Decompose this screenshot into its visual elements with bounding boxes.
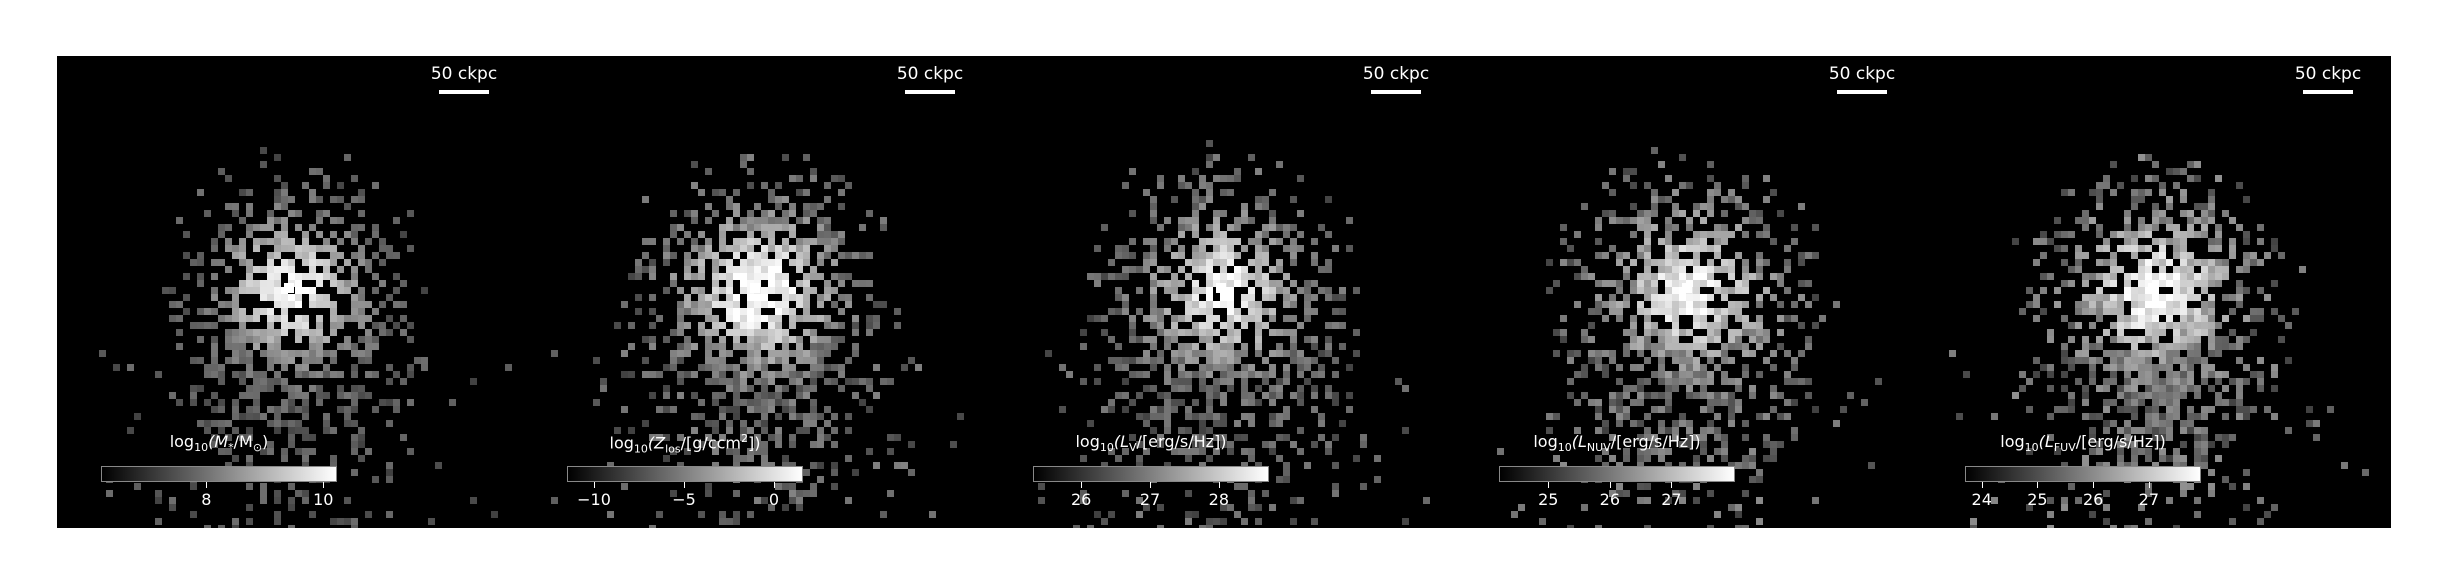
scale-label: 50 ckpc bbox=[1362, 64, 1430, 84]
colorbar-tick bbox=[1609, 482, 1611, 488]
colorbar-label: log10(Zlos/[g/ccm2]) bbox=[609, 432, 761, 456]
scale-bar: 50 ckpc bbox=[1822, 64, 1902, 94]
colorbar-tick-label: 8 bbox=[201, 490, 212, 509]
colorbar-label: log10(M*/M⊙) bbox=[169, 432, 269, 455]
colorbar-tick-label: 27 bbox=[2138, 490, 2160, 509]
panel-stellar-mass: 50 ckpc log10(M*/M⊙) 8 10 bbox=[57, 56, 523, 528]
galaxy-image-metallicity bbox=[551, 154, 964, 528]
scale-bar: 50 ckpc bbox=[424, 64, 504, 94]
scale-label: 50 ckpc bbox=[896, 64, 964, 84]
scale-line bbox=[905, 90, 955, 94]
scale-line bbox=[1371, 90, 1421, 94]
colorbar-tick-label: 28 bbox=[1208, 490, 1229, 509]
colorbar-tick bbox=[1671, 482, 1673, 488]
galaxy-map-figure: 50 ckpc log10(M*/M⊙) 8 10 50 ckpc log10(Zlos/… bbox=[57, 56, 2391, 528]
colorbar-tick bbox=[206, 482, 208, 488]
colorbar-tick bbox=[684, 482, 685, 488]
colorbar-tick-label: −5 bbox=[672, 490, 696, 509]
colorbar-tick-label: −10 bbox=[577, 490, 611, 509]
panel-metallicity: 50 ckpc log10(Zlos/[g/ccm2]) −10 −5 0 bbox=[523, 56, 989, 528]
colorbar-tick bbox=[2148, 482, 2150, 488]
colorbar-tick-label: 25 bbox=[2027, 490, 2048, 509]
scale-label: 50 ckpc bbox=[430, 64, 498, 84]
colorbar-tick-label: 26 bbox=[1599, 490, 1621, 509]
scale-bar: 50 ckpc bbox=[1356, 64, 1436, 94]
galaxy-image-stellar-mass bbox=[99, 147, 512, 528]
panel-nuv-luminosity: 50 ckpc log10(LNUV/[erg/s/Hz]) 25 26 27 bbox=[1455, 56, 1921, 528]
colorbar-tick-label: 0 bbox=[768, 490, 780, 509]
colorbar-tick bbox=[2037, 482, 2039, 488]
colorbar-gradient bbox=[101, 466, 337, 482]
colorbar-gradient bbox=[1965, 466, 2201, 482]
galaxy-image-v-luminosity bbox=[1038, 140, 1430, 528]
colorbar-tick bbox=[1548, 482, 1550, 488]
colorbar-tick-label: 24 bbox=[1971, 490, 1992, 509]
scale-line bbox=[1837, 90, 1887, 94]
scale-label: 50 ckpc bbox=[1828, 64, 1896, 84]
scale-label: 50 ckpc bbox=[2294, 64, 2362, 84]
colorbar-tick-label: 27 bbox=[1661, 490, 1682, 509]
scale-bar: 50 ckpc bbox=[890, 64, 970, 94]
colorbar-tick bbox=[1081, 482, 1083, 488]
galaxy-image-nuv-luminosity bbox=[1497, 147, 1882, 528]
colorbar-tick bbox=[323, 482, 325, 488]
colorbar-tick-label: 27 bbox=[1139, 490, 1161, 509]
colorbar-tick bbox=[1981, 482, 1983, 488]
panel-v-luminosity: 50 ckpc log10(LV/[erg/s/Hz]) 26 27 28 bbox=[989, 56, 1455, 528]
colorbar-tick-label: 26 bbox=[1070, 490, 1092, 509]
colorbar-gradient bbox=[567, 466, 803, 482]
colorbar-label: log10(LV/[erg/s/Hz]) bbox=[1075, 432, 1227, 455]
colorbar-tick-label: 25 bbox=[1538, 490, 1559, 509]
colorbar-tick-label: 26 bbox=[2082, 490, 2104, 509]
galaxy-image-fuv-luminosity bbox=[1949, 154, 2369, 528]
colorbar-tick-label: 10 bbox=[313, 490, 334, 509]
scale-bar: 50 ckpc bbox=[2288, 64, 2368, 94]
colorbar-tick bbox=[2093, 482, 2095, 488]
colorbar-label: log10(LFUV/[erg/s/Hz]) bbox=[2000, 432, 2166, 455]
colorbar-tick bbox=[1218, 482, 1220, 488]
scale-line bbox=[439, 90, 489, 94]
panel-fuv-luminosity: 50 ckpc log10(LFUV/[erg/s/Hz]) 24 25 26 27 bbox=[1921, 56, 2387, 528]
colorbar-tick bbox=[774, 482, 775, 488]
colorbar-tick bbox=[1150, 482, 1151, 488]
scale-line bbox=[2303, 90, 2353, 94]
colorbar-gradient bbox=[1033, 466, 1269, 482]
colorbar-label: log10(LNUV/[erg/s/Hz]) bbox=[1533, 432, 1701, 455]
colorbar-tick bbox=[594, 482, 595, 488]
colorbar-gradient bbox=[1499, 466, 1735, 482]
